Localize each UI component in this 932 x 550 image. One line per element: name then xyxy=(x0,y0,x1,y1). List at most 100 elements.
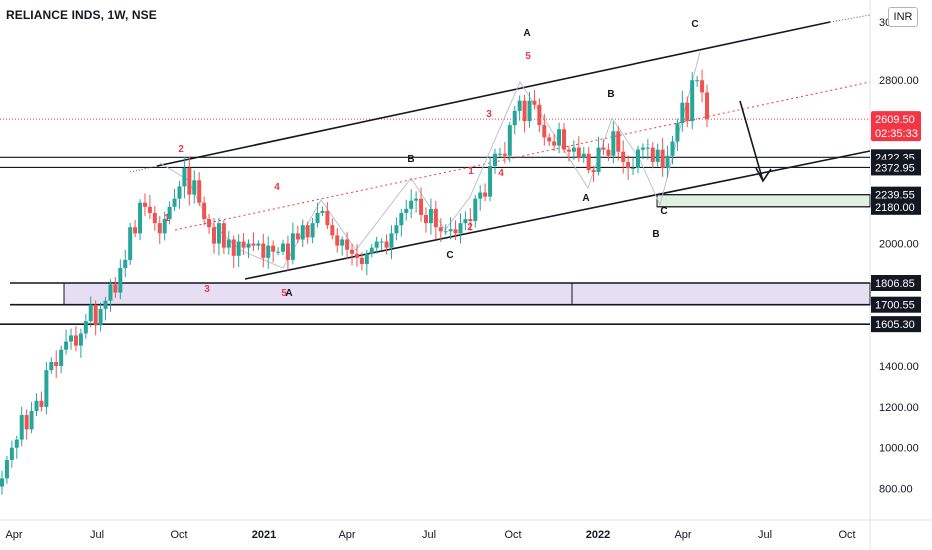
level-price-label: 2180.00 xyxy=(875,202,915,214)
candle-body xyxy=(197,180,202,203)
candle-body xyxy=(547,137,552,142)
candle-body xyxy=(78,333,83,346)
candle-body xyxy=(419,198,424,215)
price-tick-label: 2000.00 xyxy=(879,239,919,251)
candle-body xyxy=(591,170,596,173)
candle-body xyxy=(187,168,192,195)
level-price-label: 1605.30 xyxy=(875,319,915,331)
candle-body xyxy=(350,249,355,254)
candle-body xyxy=(310,223,315,238)
wave-label: C xyxy=(691,19,698,30)
candle-body xyxy=(281,243,286,252)
zone-1 xyxy=(656,194,871,208)
level-price-tag xyxy=(871,159,921,176)
candle-body xyxy=(645,147,650,149)
candle-body xyxy=(586,153,591,171)
wave-label: A xyxy=(285,288,292,299)
candle-body xyxy=(266,245,271,258)
candle-body xyxy=(226,239,231,248)
time-tick-label: Oct xyxy=(504,529,521,541)
candle-body xyxy=(512,110,517,126)
candle-body xyxy=(448,229,453,232)
candle-body xyxy=(680,102,685,124)
candle-body xyxy=(626,161,631,169)
candle-body xyxy=(108,284,113,301)
candle-body xyxy=(128,227,133,260)
candle-body xyxy=(532,100,537,105)
candle-body xyxy=(374,241,379,248)
candle-body xyxy=(345,239,350,250)
projection-arrow-shaft xyxy=(739,100,764,182)
candle-body xyxy=(384,241,389,248)
wave-label: 3 xyxy=(486,109,492,120)
wave-label: B xyxy=(607,89,614,100)
candle-body xyxy=(571,147,576,152)
wave-label: C xyxy=(660,206,667,217)
time-tick-label: Apr xyxy=(5,529,22,541)
time-tick-label: Apr xyxy=(338,529,355,541)
candle-body xyxy=(216,223,221,244)
last-price-label: 2609.50 xyxy=(875,114,915,126)
candle-body xyxy=(167,206,172,220)
last-price-tag xyxy=(871,111,921,142)
candle-body xyxy=(340,239,345,246)
currency-badge[interactable]: INR xyxy=(888,7,918,27)
candle-body xyxy=(300,225,305,240)
candle-body xyxy=(537,104,542,126)
candle-body xyxy=(635,149,640,169)
candle-body xyxy=(670,141,675,156)
wave-label: 5 xyxy=(525,51,531,62)
candle-body xyxy=(562,129,567,150)
candle-body xyxy=(73,335,78,346)
candle-body xyxy=(640,147,645,150)
wave-label: 2 xyxy=(178,144,184,155)
candle-body xyxy=(246,243,251,248)
candle-body xyxy=(443,231,448,233)
candle-body xyxy=(502,153,507,156)
candle-body xyxy=(468,219,473,222)
wave-label: 4 xyxy=(498,168,504,179)
price-tick-label: 800.00 xyxy=(879,484,913,496)
level-price-tag xyxy=(871,296,921,313)
candle-body xyxy=(221,223,226,248)
projection-arrow-head xyxy=(755,167,772,183)
candle-body xyxy=(14,439,19,448)
wave-label: 1 xyxy=(164,213,170,224)
candle-body xyxy=(256,243,261,246)
candle-body xyxy=(428,208,433,224)
candle-body xyxy=(423,214,428,224)
candle-body xyxy=(44,370,49,407)
candle-body xyxy=(271,245,276,252)
candle-body xyxy=(552,141,557,146)
candle-body xyxy=(463,219,468,224)
candle-body xyxy=(473,198,478,222)
candle-body xyxy=(123,259,128,269)
candle-body xyxy=(581,153,586,158)
candle-body xyxy=(202,202,207,220)
time-tick-label: Oct xyxy=(838,529,855,541)
candle-body xyxy=(290,233,295,260)
candle-body xyxy=(211,227,216,244)
candle-body xyxy=(39,400,44,407)
candle-body xyxy=(414,198,419,201)
candle-body xyxy=(576,147,581,158)
chart-title: RELIANCE INDS, 1W, NSE xyxy=(6,8,157,22)
level-price-label: 2372.95 xyxy=(875,162,915,174)
channel-upper-line xyxy=(156,21,831,167)
candle-body xyxy=(142,202,147,207)
candle-body xyxy=(59,349,64,367)
time-tick-label: Apr xyxy=(674,529,691,541)
candle-body xyxy=(389,233,394,248)
candle-body xyxy=(507,125,512,156)
candle-body xyxy=(517,100,522,111)
candle-body xyxy=(330,225,335,236)
candle-body xyxy=(285,243,290,260)
candle-body xyxy=(4,459,9,479)
time-tick-label: Jul xyxy=(90,529,104,541)
candle-body xyxy=(118,268,123,293)
candle-body xyxy=(665,155,670,169)
price-tick-label: 1200.00 xyxy=(879,402,919,414)
candle-body xyxy=(493,153,498,166)
candle-body xyxy=(138,202,143,234)
